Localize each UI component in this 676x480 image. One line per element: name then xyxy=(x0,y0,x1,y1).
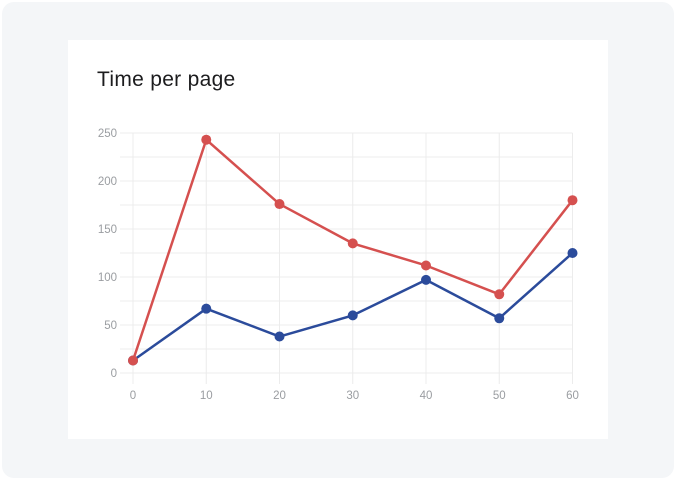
red-series-point xyxy=(128,355,138,366)
chart-card: Time per page 0 50 100 150 200 250 0 10 20 30 40 50… xyxy=(68,40,608,439)
red-series-point xyxy=(347,238,358,249)
axis-tick-labels: 0 50 100 150 200 250 0 10 20 30 40 50 60 xyxy=(98,128,579,402)
red-series-point xyxy=(201,134,212,145)
x-axis-tick-label: 10 xyxy=(200,390,213,402)
y-axis-tick-label: 250 xyxy=(98,128,117,140)
blue-series-point xyxy=(421,274,431,285)
x-axis-tick-label: 20 xyxy=(273,390,286,402)
x-axis-tick-label: 0 xyxy=(130,390,136,402)
red-series-point xyxy=(567,195,578,206)
blue-series-point xyxy=(274,331,285,342)
x-axis-tick-label: 50 xyxy=(493,390,506,402)
y-axis-tick-label: 0 xyxy=(111,368,117,380)
x-axis-tick-label: 60 xyxy=(566,390,579,402)
y-axis-tick-label: 150 xyxy=(98,224,117,236)
blue-series-point xyxy=(494,313,505,324)
red-series-point xyxy=(421,260,431,271)
blue-series-point xyxy=(567,248,578,258)
gridlines xyxy=(120,132,573,384)
blue-series-point xyxy=(347,310,358,321)
red-series-point xyxy=(274,199,285,210)
blue-series-point xyxy=(201,303,212,314)
y-axis-tick-label: 50 xyxy=(104,320,117,332)
chart-title: Time per page xyxy=(97,68,236,91)
red-series-point xyxy=(494,289,505,300)
y-axis-tick-label: 100 xyxy=(98,272,117,284)
red-series xyxy=(128,134,578,366)
x-axis-tick-label: 40 xyxy=(420,390,433,402)
y-axis-tick-label: 200 xyxy=(98,176,117,188)
time-per-page-line-chart: 0 50 100 150 200 250 0 10 20 30 40 50 60 xyxy=(98,128,579,402)
x-axis-tick-label: 30 xyxy=(346,390,359,402)
